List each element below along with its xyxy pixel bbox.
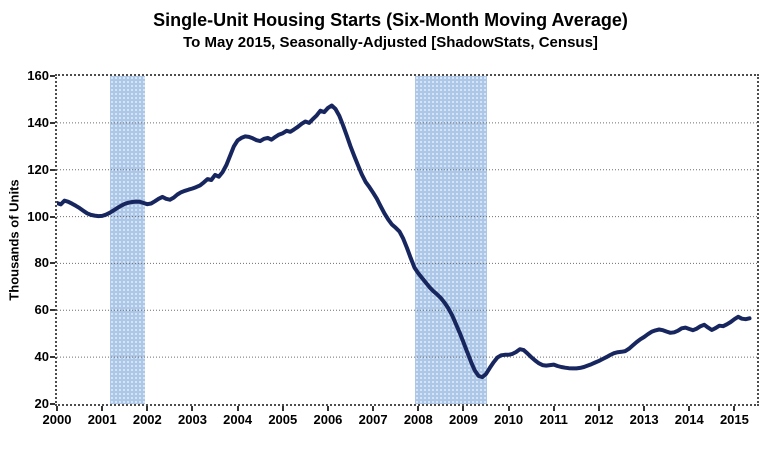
x-tick-label: 2005	[268, 412, 298, 427]
x-tick-label: 2009	[448, 412, 478, 427]
data-line	[57, 103, 752, 380]
recession-band	[109, 76, 146, 404]
x-tick-mark	[372, 406, 375, 411]
x-tick-label: 2002	[132, 412, 162, 427]
y-tick-label: 160	[27, 68, 49, 83]
x-tick-label: 2004	[223, 412, 253, 427]
chart-canvas	[57, 103, 757, 380]
y-tick-mark	[50, 262, 55, 265]
plot-area	[55, 74, 759, 406]
x-tick-mark	[688, 406, 691, 411]
y-tick-label: 140	[27, 114, 49, 130]
x-tick-label: 2003	[178, 412, 207, 427]
x-tick-mark	[733, 406, 736, 411]
x-tick-mark	[552, 406, 555, 411]
y-tick-mark	[50, 215, 55, 218]
x-tick-label: 2010	[494, 412, 524, 427]
x-tick-mark	[643, 406, 646, 411]
x-tick-mark	[417, 406, 420, 411]
y-tick-label: 60	[34, 302, 49, 318]
x-tick-mark	[326, 406, 329, 411]
x-tick-mark	[507, 406, 510, 411]
x-tick-mark	[191, 406, 194, 411]
y-tick-label: 40	[34, 349, 49, 365]
x-tick-mark	[146, 406, 149, 411]
y-tick-label: 80	[34, 255, 49, 271]
x-tick-mark	[56, 406, 58, 411]
y-tick-mark	[50, 356, 55, 359]
x-tick-label: 2007	[358, 412, 388, 427]
x-tick-label: 2001	[87, 412, 117, 427]
x-tick-label: 2013	[629, 412, 659, 427]
x-tick-mark	[281, 406, 284, 411]
x-tick-label: 2000	[42, 412, 72, 427]
y-tick-label: 20	[34, 396, 49, 411]
recession-band	[414, 76, 487, 404]
x-tick-mark	[101, 406, 104, 411]
y-tick-mark	[50, 168, 55, 171]
y-tick-mark	[50, 403, 55, 405]
x-tick-mark	[236, 406, 239, 411]
x-tick-label: 2006	[313, 412, 343, 427]
x-tick-label: 2015	[719, 412, 749, 427]
x-tick-label: 2011	[539, 412, 568, 427]
x-tick-label: 2012	[584, 412, 614, 427]
y-tick-label: 100	[27, 208, 49, 224]
chart-title: Single-Unit Housing Starts (Six-Month Mo…	[153, 10, 628, 30]
y-axis-title: Thousands of Units	[6, 179, 22, 301]
x-tick-label: 2014	[674, 412, 704, 427]
y-tick-label: 120	[27, 161, 49, 177]
y-tick-mark	[50, 121, 55, 124]
x-tick-mark	[597, 406, 600, 411]
y-tick-mark	[50, 309, 55, 312]
y-tick-mark	[50, 75, 55, 77]
x-tick-label: 2008	[403, 412, 433, 427]
chart-subtitle: To May 2015, Seasonally-Adjusted [Shadow…	[183, 34, 598, 51]
x-tick-mark	[462, 406, 465, 411]
